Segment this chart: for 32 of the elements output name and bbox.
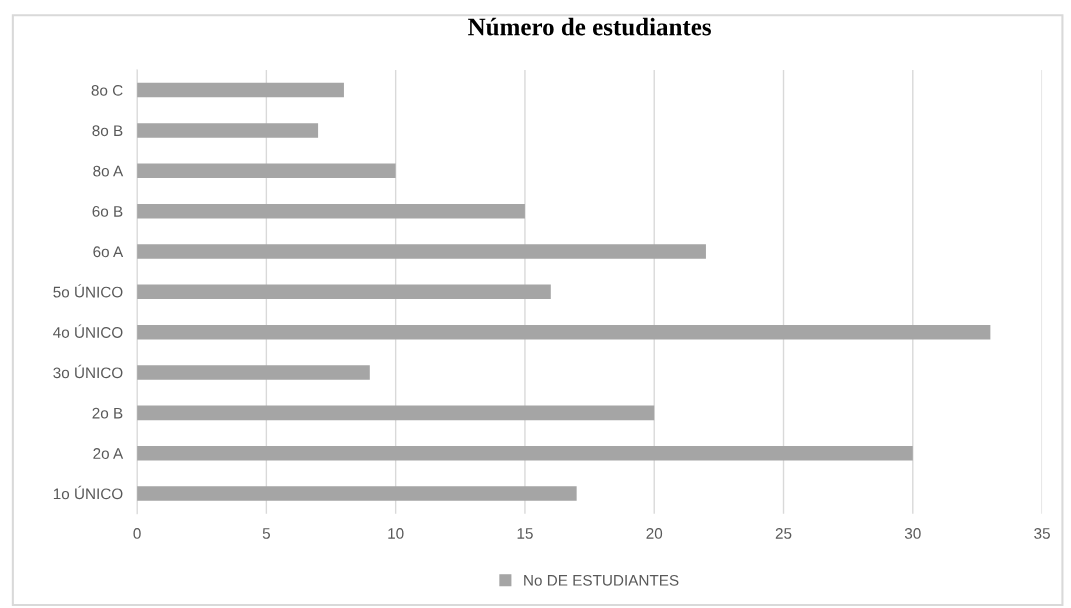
legend-label: No DE ESTUDIANTES <box>524 574 679 586</box>
y-tick-label: 6o A <box>93 246 124 258</box>
x-tick-label: 25 <box>775 528 792 539</box>
y-tick-label: 8o A <box>93 165 124 177</box>
x-tick-label: 30 <box>904 528 921 539</box>
bar <box>137 244 706 259</box>
bar <box>137 486 577 501</box>
chart-title: Número de estudiantes <box>468 17 711 36</box>
x-tick-label: 0 <box>133 528 141 539</box>
bar <box>137 123 319 138</box>
x-tick-label: 5 <box>262 528 270 539</box>
y-tick-label: 8o B <box>92 125 123 137</box>
y-tick-label: 5o ÚNICO <box>53 284 123 298</box>
bar <box>137 203 525 219</box>
bar <box>137 405 655 421</box>
x-tick-label: 10 <box>388 528 404 539</box>
bar <box>137 82 344 98</box>
x-tick-label: 35 <box>1034 528 1050 539</box>
y-tick-label: 1o ÚNICO <box>53 485 123 500</box>
bar <box>137 324 991 340</box>
bar <box>137 163 396 179</box>
x-tick-label: 20 <box>646 528 663 539</box>
y-tick-label: 6o B <box>92 206 123 217</box>
y-tick-label: 2o A <box>93 448 124 459</box>
y-tick-label: 4o ÚNICO <box>53 324 123 338</box>
bar <box>137 445 913 461</box>
bar <box>137 365 370 380</box>
bar <box>137 284 551 300</box>
y-tick-label: 3o ÚNICO <box>53 364 123 379</box>
y-tick-label: 2o B <box>92 407 123 419</box>
y-tick-label: 8o C <box>91 84 123 96</box>
x-tick-label: 15 <box>517 528 533 539</box>
